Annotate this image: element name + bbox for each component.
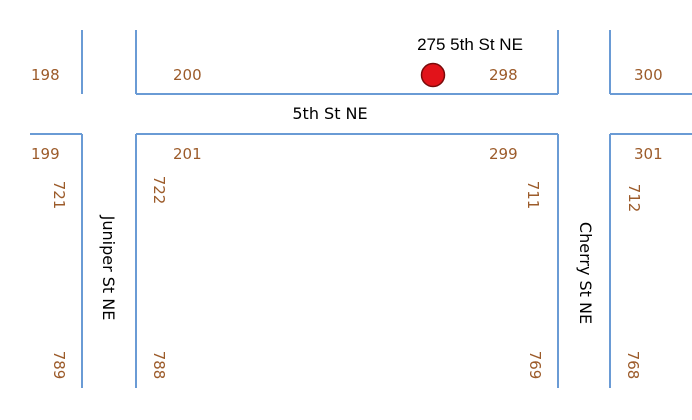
house-number: 298 bbox=[489, 66, 518, 84]
house-numbers: 198 200 298 300 199 201 299 301 721 722 … bbox=[31, 66, 663, 379]
street-edges bbox=[30, 30, 692, 388]
marker-label: 275 5th St NE bbox=[417, 35, 523, 54]
house-number: 721 bbox=[50, 181, 68, 210]
house-number: 200 bbox=[173, 66, 202, 84]
house-number: 722 bbox=[150, 176, 168, 205]
location-dot-icon[interactable] bbox=[420, 62, 446, 88]
house-number: 299 bbox=[489, 145, 518, 163]
house-number: 201 bbox=[173, 145, 202, 163]
house-number: 198 bbox=[31, 66, 60, 84]
house-number: 199 bbox=[31, 145, 60, 163]
house-number: 711 bbox=[524, 181, 542, 210]
street-label-cherry: Cherry St NE bbox=[576, 222, 595, 324]
house-number: 769 bbox=[526, 351, 544, 380]
house-number: 768 bbox=[624, 351, 642, 380]
street-label-juniper: Juniper St NE bbox=[99, 215, 118, 321]
house-number: 301 bbox=[634, 145, 663, 163]
house-number: 789 bbox=[50, 351, 68, 380]
house-number: 788 bbox=[150, 351, 168, 380]
house-number: 712 bbox=[625, 184, 643, 213]
house-number: 300 bbox=[634, 66, 663, 84]
street-label-5th: 5th St NE bbox=[292, 104, 367, 123]
